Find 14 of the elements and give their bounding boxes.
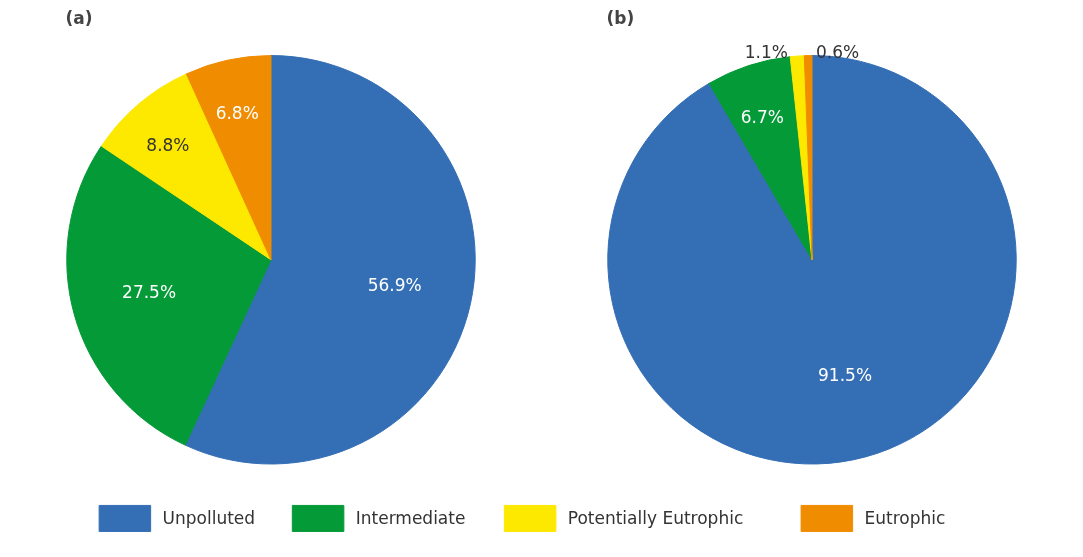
chart-title: (a) (65, 7, 93, 28)
chart-title: (b) (606, 7, 635, 28)
data-label: 91.5% (818, 365, 873, 386)
legend-label: Potentially Eutrophic (567, 508, 744, 529)
data-label: 6.7% (740, 107, 784, 128)
data-label: 0.6% (816, 41, 860, 62)
data-label: 8.8% (146, 135, 190, 156)
legend-label: Unpolluted (162, 508, 256, 529)
data-label: 27.5% (122, 282, 177, 303)
data-label: 56.9% (367, 275, 422, 296)
data-label: 1.1% (744, 42, 788, 63)
legend-label: Eutrophic (864, 508, 946, 529)
data-label: 6.8% (215, 102, 259, 123)
legend-label: Intermediate (355, 508, 466, 529)
